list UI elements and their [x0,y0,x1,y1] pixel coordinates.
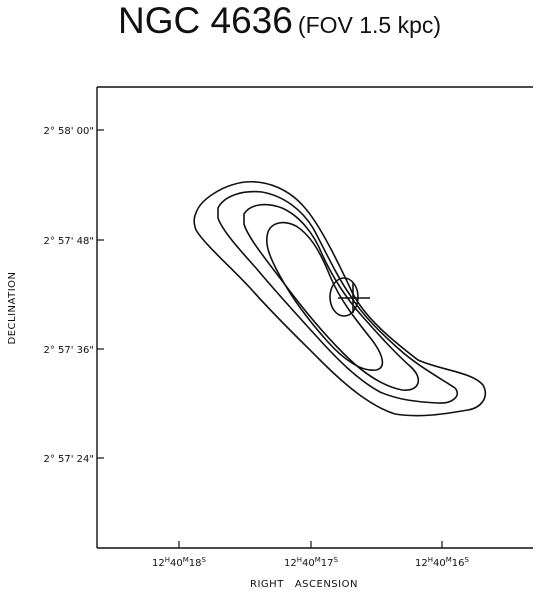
dec-tick-label: 2° 57' 24" [43,454,94,465]
ra-tick-label: 12H40M17S [284,556,339,569]
contours [193,180,487,417]
title-sub: (FOV 1.5 kpc) [297,12,442,38]
contour-2 [217,190,459,404]
contour-4 [265,221,384,371]
plot-frame [96,86,533,549]
contour-core [329,277,359,317]
figure-title: NGC 4636 (FOV 1.5 kpc) [118,0,538,62]
x-axis-title: RIGHT ASCENSION [250,579,358,590]
cross-icon [338,283,370,313]
contour-3 [243,203,420,391]
dec-tick-label: 2° 57' 36" [43,345,94,356]
y-axis-title: DECLINATION [7,272,18,345]
ra-tick-label: 12H40M16S [415,556,470,569]
ra-ticks [178,541,443,548]
contour-outer [193,180,487,417]
dec-ticks [97,129,104,459]
ra-tick-label: 12H40M18S [152,556,207,569]
dec-tick-label: 2° 58' 00" [43,126,94,137]
title-main: NGC 4636 [118,0,293,41]
dec-tick-label: 2° 57' 48" [43,236,94,247]
